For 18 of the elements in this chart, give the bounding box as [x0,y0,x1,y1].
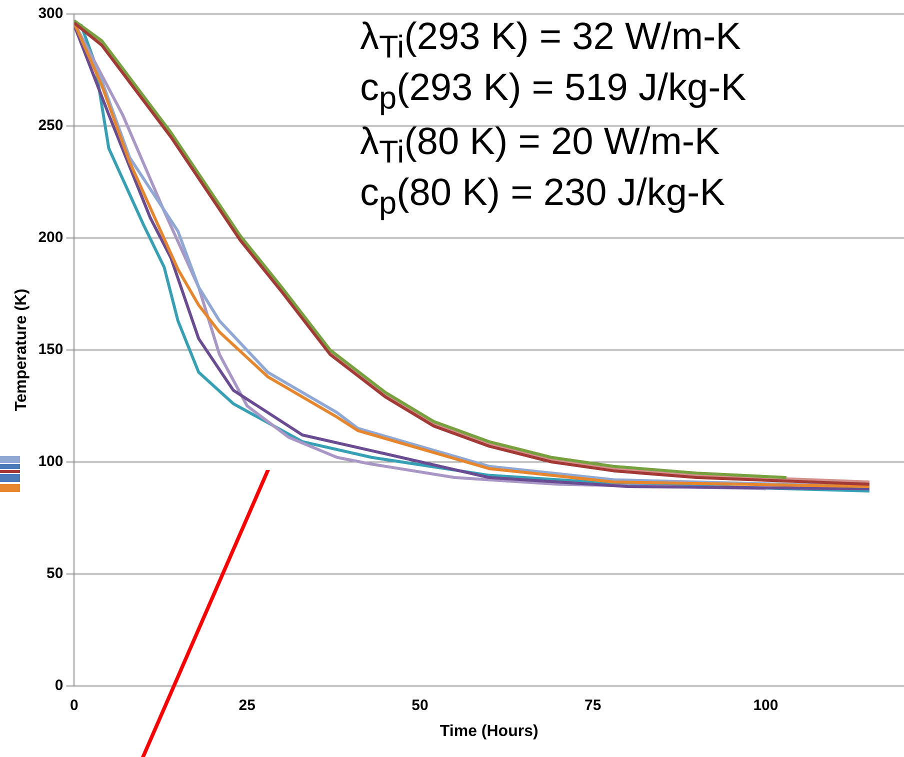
annotation: λ$_{Ti}$(293 K) = 32 W/m-K [360,16,742,65]
x-tick-label: 75 [584,696,602,714]
y-tick-label: 200 [38,229,64,246]
x-tick-label: 100 [753,696,778,714]
y-tick-label: 300 [38,5,64,22]
x-axis-title: Time (Hours) [440,722,538,740]
x-tick-label: 50 [412,696,428,714]
annotation: c$_{p}$(293 K) = 519 J/kg-K [360,67,746,116]
x-tick-label: 0 [70,696,78,714]
y-axis-title: Temperature (K) [13,288,30,412]
y-tick-label: 150 [38,341,64,358]
x-tick-label: 25 [238,696,256,714]
y-tick-label: 250 [38,117,64,134]
annotation: c$_{p}$(80 K) = 230 J/kg-K [360,172,726,220]
annotation: λ$_{Ti}$(80 K) = 20 W/m-K [360,120,721,170]
y-tick-label: 0 [54,676,64,694]
y-tick-label: 50 [46,564,64,582]
y-tick-label: 100 [38,453,64,470]
